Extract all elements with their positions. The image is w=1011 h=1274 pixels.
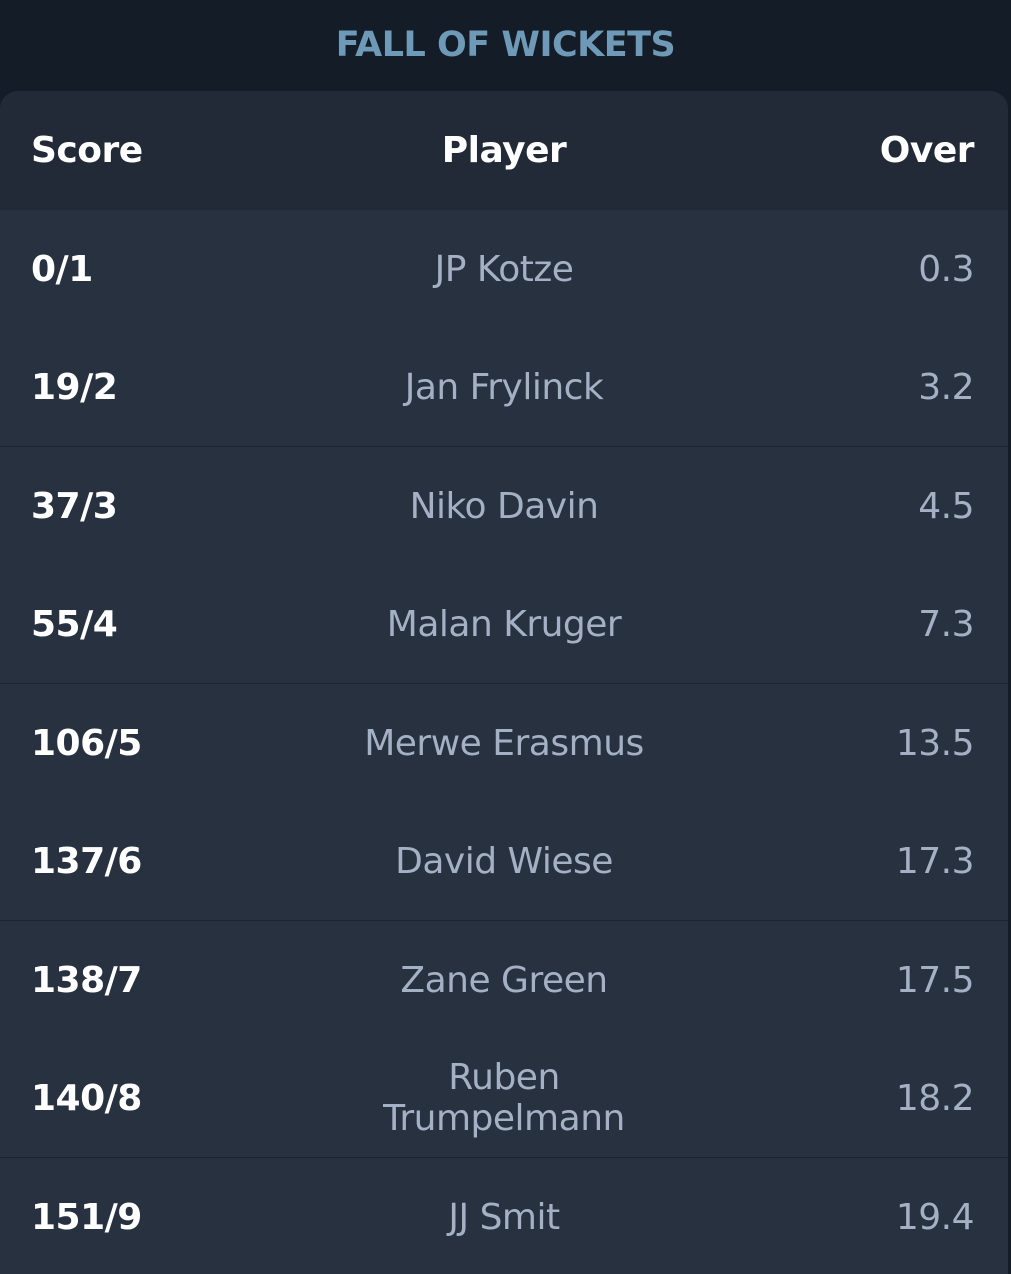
row-score: 151/9: [31, 1196, 142, 1238]
header-score: Score: [31, 130, 143, 171]
row-over: 19.4: [895, 1196, 975, 1238]
table-row: 151/9 JJ Smit 19.4: [0, 1157, 1008, 1274]
row-score: 138/7: [31, 959, 142, 1001]
row-over: 17.5: [895, 959, 975, 1001]
table-row: 0/1 JP Kotze 0.3: [0, 210, 1008, 328]
row-player: Jan Frylinck: [404, 366, 604, 408]
row-score: 137/6: [31, 840, 142, 882]
row-player: JP Kotze: [434, 248, 574, 290]
table-row: 106/5 Merwe Erasmus 13.5: [0, 683, 1008, 802]
table-row: 19/2 Jan Frylinck 3.2: [0, 328, 1008, 446]
row-player: JJ Smit: [448, 1196, 560, 1238]
fall-of-wickets-table: Score Player Over 0/1 JP Kotze 0.3 19/2 …: [0, 91, 1008, 1274]
row-score: 106/5: [31, 722, 142, 764]
row-over: 0.3: [918, 248, 974, 290]
row-over: 4.5: [918, 485, 974, 527]
row-player: Malan Kruger: [386, 603, 622, 645]
row-over: 18.2: [895, 1077, 975, 1119]
header-player: Player: [441, 130, 567, 171]
row-score: 55/4: [31, 603, 118, 645]
row-score: 140/8: [31, 1077, 142, 1119]
table-header: Score Player Over: [0, 91, 1008, 210]
row-score: 19/2: [31, 366, 118, 408]
section-title: FALL OF WICKETS: [335, 25, 676, 65]
row-over: 7.3: [918, 603, 974, 645]
row-score: 37/3: [31, 485, 118, 527]
table-row: 138/7 Zane Green 17.5: [0, 920, 1008, 1039]
row-player: Ruben Trumpelmann: [383, 1057, 625, 1139]
row-over: 17.3: [895, 840, 975, 882]
table-row: 140/8 Ruben Trumpelmann 18.2: [0, 1039, 1008, 1157]
row-player: David Wiese: [395, 840, 613, 882]
table-row: 55/4 Malan Kruger 7.3: [0, 565, 1008, 683]
row-score: 0/1: [31, 248, 93, 290]
row-player: Niko Davin: [409, 485, 599, 527]
table-row: 37/3 Niko Davin 4.5: [0, 446, 1008, 565]
row-over: 3.2: [918, 366, 974, 408]
row-over: 13.5: [895, 722, 975, 764]
row-player: Zane Green: [400, 959, 608, 1001]
row-player: Merwe Erasmus: [364, 722, 644, 764]
table-row: 137/6 David Wiese 17.3: [0, 802, 1008, 920]
header-over: Over: [879, 130, 975, 171]
